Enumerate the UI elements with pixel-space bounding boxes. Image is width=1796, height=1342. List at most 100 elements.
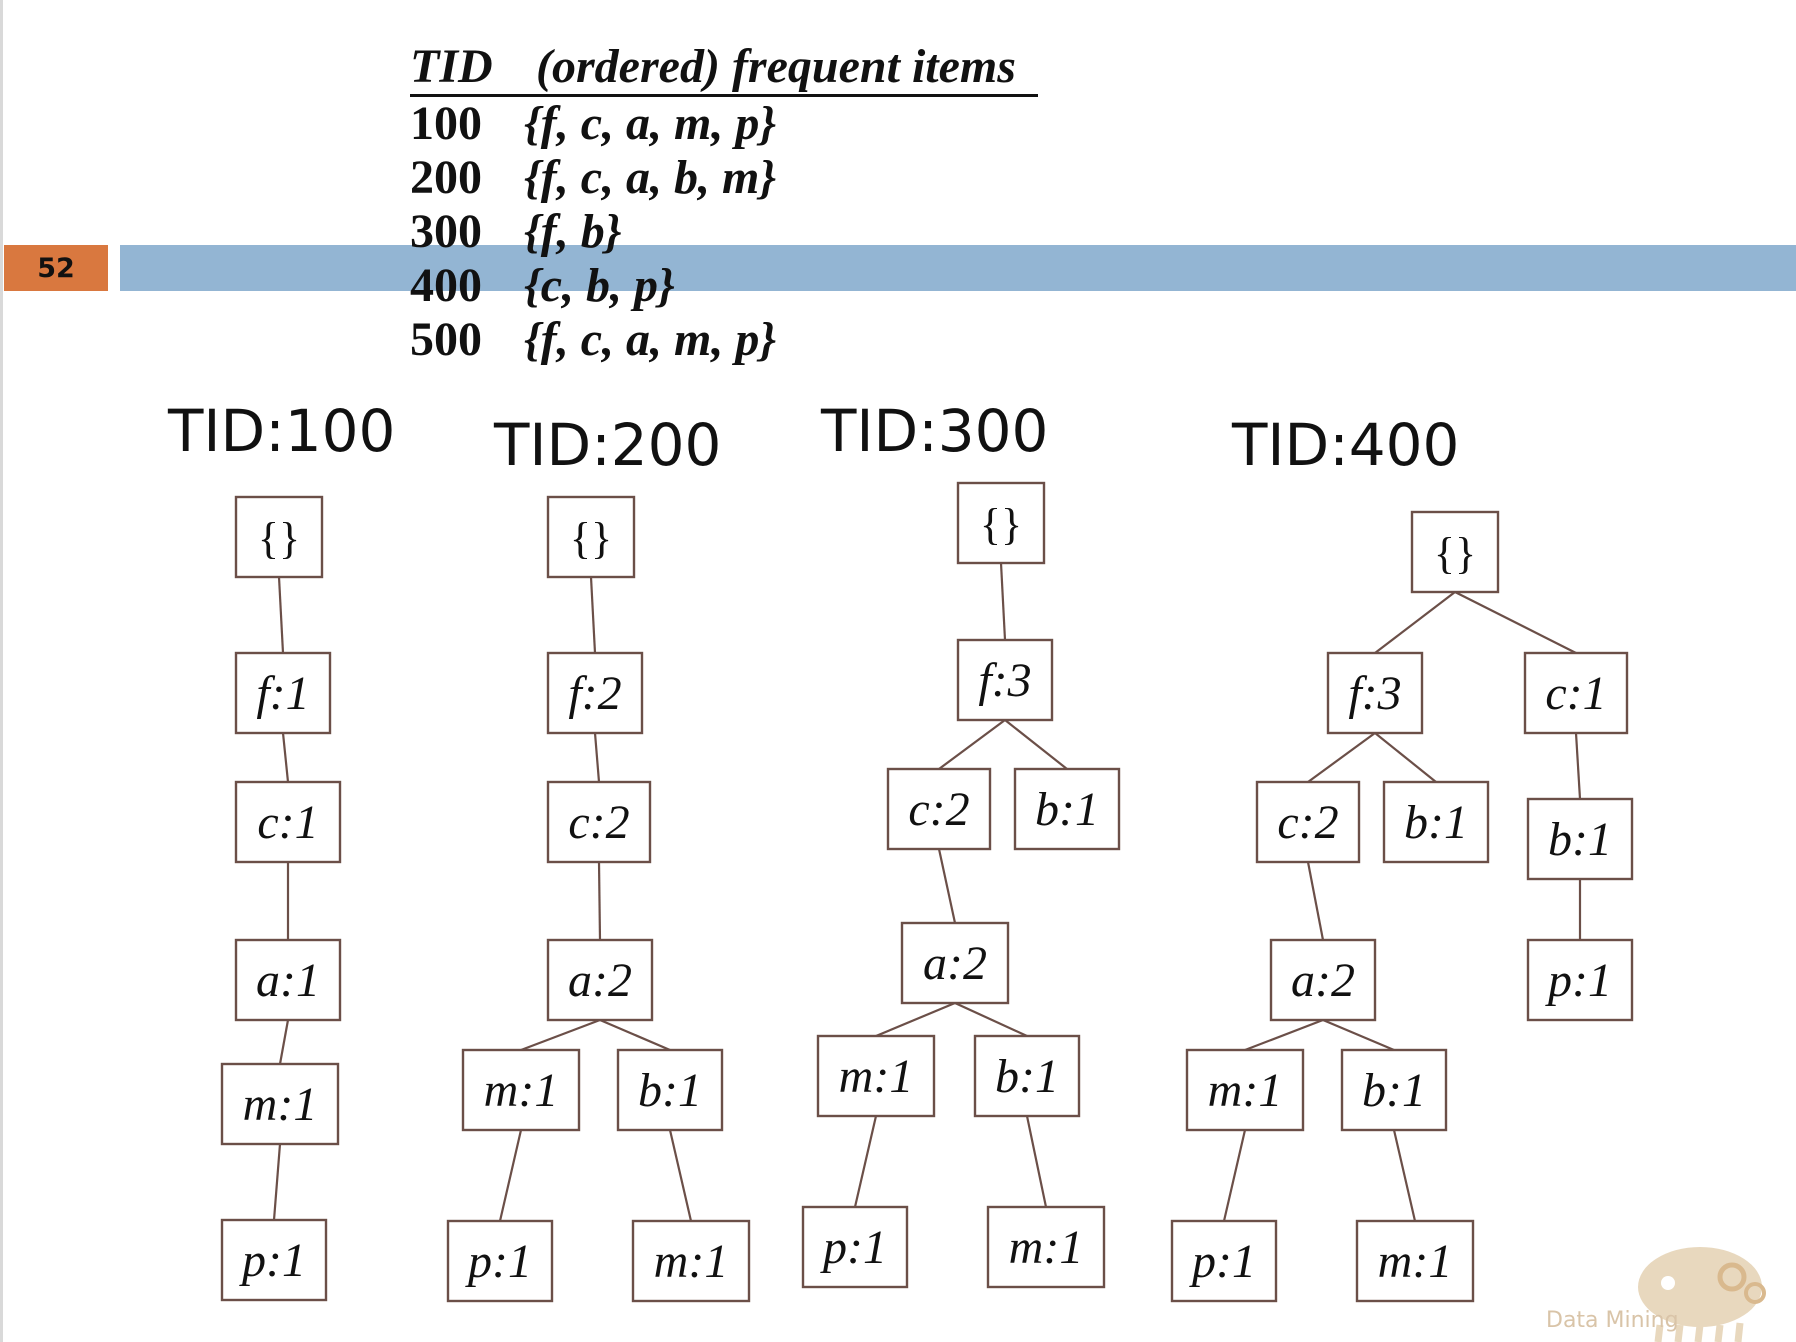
tree-node-box	[1170, 1219, 1278, 1303]
tree-node-box	[234, 495, 324, 579]
tree-title-tid400: TID:400	[1232, 411, 1460, 479]
tree-node-box	[446, 1219, 554, 1303]
row-tid: 300	[410, 205, 482, 258]
header-tid: TID	[410, 40, 493, 93]
tree-node: m:1	[816, 1034, 936, 1118]
tree-node-label: a:2	[568, 954, 632, 1007]
tree-node-label: a:2	[1291, 954, 1355, 1007]
tree-3: {} f:3 c:1 c:2 b:1 b:1 a:2 p:1 m:1 b:1 p:1 m:1	[1170, 510, 1634, 1303]
tree-2: {} f:3 c:2 b:1 a:2 m:1 b:1 p:1 m:1	[801, 481, 1121, 1289]
header-items: (ordered) frequent items	[536, 40, 1016, 93]
tree-node: c:1	[1523, 651, 1629, 735]
tree-node-label: b:1	[995, 1050, 1059, 1103]
tree-title-tid100: TID:100	[168, 397, 396, 465]
tree-node-box	[1526, 797, 1634, 881]
data-mining-logo-icon	[1638, 1247, 1766, 1342]
tree-node-label: m:1	[484, 1064, 559, 1117]
tree-1: {} f:2 c:2 a:2 m:1 b:1 p:1 m:1	[446, 495, 751, 1303]
tree-node: f:1	[234, 651, 332, 735]
tree-node-label: c:2	[568, 796, 629, 849]
tree-node-label: m:1	[1208, 1064, 1283, 1117]
row-items: {f, b}	[524, 205, 622, 258]
tree-edge	[954, 1002, 1028, 1037]
tree-edge	[668, 1129, 693, 1222]
tree-node: m:1	[1355, 1219, 1475, 1303]
tree-node-label: {}	[258, 514, 300, 563]
tree-node-box	[816, 1034, 936, 1118]
slide-number: 52	[4, 245, 108, 291]
left-edge-rule	[0, 0, 3, 1342]
tree-node-box	[234, 938, 342, 1022]
tree-node: c:2	[886, 767, 992, 851]
tree-node-box	[973, 1034, 1081, 1118]
tree-node-label: b:1	[1035, 783, 1099, 836]
tree-node-label: m:1	[1378, 1235, 1453, 1288]
tree-node: m:1	[220, 1062, 340, 1146]
tree-node-label: m:1	[654, 1235, 729, 1288]
tree-node-label: {}	[570, 514, 612, 563]
tree-node-box	[1185, 1048, 1305, 1132]
tree-node-label: f:2	[568, 667, 621, 720]
tree-node: b:1	[1013, 767, 1121, 851]
transaction-row: 400 {c, b, p}	[410, 259, 1038, 313]
tree-edge	[599, 1018, 671, 1052]
tree-node-label: m:1	[1009, 1221, 1084, 1274]
tree-edge	[1004, 719, 1068, 770]
tree-edge	[938, 719, 1006, 770]
tree-node: b:1	[1382, 780, 1490, 864]
tree-root-node: {}	[1410, 510, 1500, 594]
tree-node-label: m:1	[839, 1050, 914, 1103]
tree-node-label: f:3	[1348, 667, 1401, 720]
tree-node-box	[956, 638, 1054, 722]
tree-edge	[281, 732, 290, 783]
tree-node: b:1	[616, 1048, 724, 1132]
tree-node-box	[220, 1218, 328, 1302]
title-band	[120, 245, 1796, 291]
tree-node-box	[616, 1048, 724, 1132]
tree-edge	[1244, 1018, 1324, 1052]
tree-node-label: {}	[980, 500, 1022, 549]
tree-node: p:1	[801, 1205, 909, 1289]
tree-node-box	[1355, 1219, 1475, 1303]
tree-edge	[272, 1143, 282, 1221]
tree-title-tid300: TID:300	[821, 397, 1049, 465]
transaction-row: 200 {f, c, a, b, m}	[410, 151, 1038, 205]
tree-edge	[937, 848, 957, 924]
tree-edge	[498, 1129, 523, 1222]
tree-node: c:2	[1255, 780, 1361, 864]
tree-node-label: c:1	[1545, 667, 1606, 720]
tree-node: m:1	[986, 1205, 1106, 1289]
tree-node-box	[1410, 510, 1500, 594]
tree-edge	[589, 576, 597, 654]
transaction-row: 100 {f, c, a, m, p}	[410, 97, 1038, 151]
row-items: {c, b, p}	[524, 259, 675, 312]
row-items: {f, c, a, m, p}	[524, 313, 777, 366]
tree-node-box	[886, 767, 992, 851]
tree-node-label: c:1	[257, 796, 318, 849]
tree-node-box	[1255, 780, 1361, 864]
tree-node: a:1	[234, 938, 342, 1022]
tree-node-label: f:3	[978, 654, 1031, 707]
tree-node: m:1	[461, 1048, 581, 1132]
tree-node-label: b:1	[1548, 813, 1612, 866]
tree-node: m:1	[631, 1219, 751, 1303]
tree-node-box	[900, 921, 1010, 1005]
tree-edge	[593, 732, 601, 783]
tree-edge	[1306, 861, 1325, 941]
tree-node: b:1	[1526, 797, 1634, 881]
tree-node-label: p:1	[239, 1234, 306, 1287]
tree-edge	[999, 562, 1007, 641]
tree-edge	[1454, 591, 1577, 654]
tree-edge	[1307, 732, 1376, 783]
tree-node: c:1	[234, 780, 342, 864]
row-tid: 200	[410, 151, 482, 204]
tree-edge	[853, 1115, 878, 1208]
tree-node: p:1	[1170, 1219, 1278, 1303]
tree-node-box	[234, 780, 342, 864]
tree-node: b:1	[1340, 1048, 1448, 1132]
transaction-row: 300 {f, b}	[410, 205, 1038, 259]
tree-node: b:1	[973, 1034, 1081, 1118]
tree-edge	[520, 1018, 601, 1052]
tree-node-label: c:2	[908, 783, 969, 836]
tree-node: p:1	[1526, 938, 1634, 1022]
